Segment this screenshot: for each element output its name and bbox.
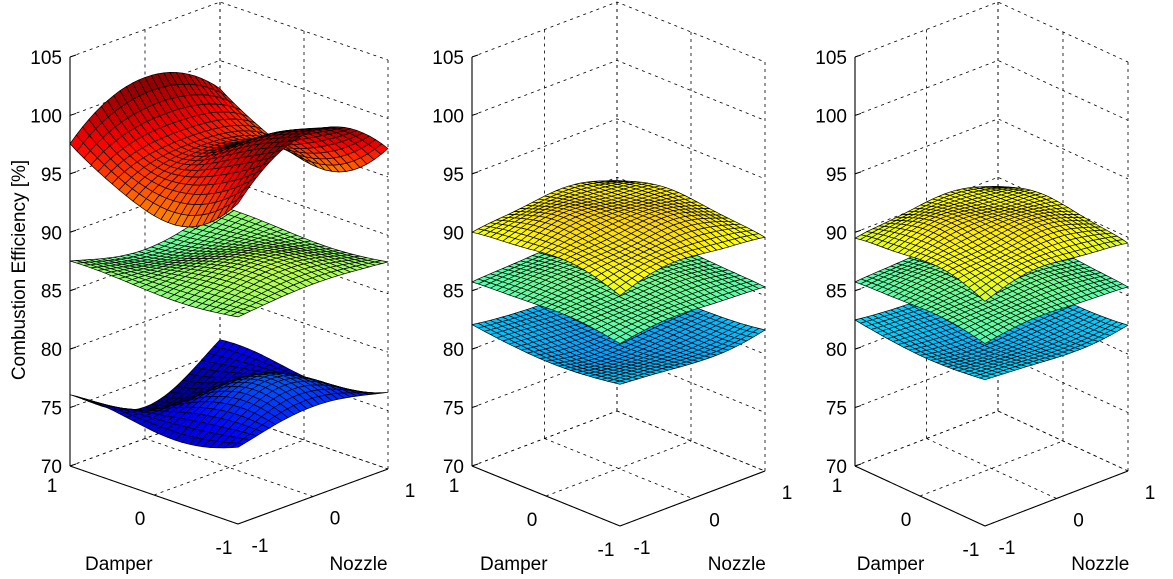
panel-1: 70 75 80 85 90 95 100 105 1 0 -1 -1 0 1 Damper Nozzle (30, 1, 416, 575)
z-tick-label: 95 (443, 165, 464, 186)
x-tick-label: -1 (963, 540, 980, 561)
y-tick-label: 1 (1145, 483, 1156, 504)
y-tick-label: -1 (999, 538, 1016, 559)
z-tick-label: 80 (826, 340, 847, 361)
nozzle-axis-label: Nozzle (708, 554, 766, 575)
z-tick-label: 80 (41, 340, 62, 361)
z-tick-label: 85 (41, 282, 62, 303)
z-tick-label: 95 (41, 165, 62, 186)
x-tick-label: 1 (832, 476, 843, 497)
z-tick-label: 95 (826, 165, 847, 186)
z-tick-label: 100 (432, 106, 464, 127)
z-tick-label: 85 (826, 282, 847, 303)
x-axis-label: Damper (480, 554, 548, 575)
z-tick-label: 70 (41, 457, 62, 478)
z-tick-label: 90 (443, 223, 464, 244)
z-tick-label: 105 (30, 48, 62, 69)
x-tick-label: 0 (901, 510, 912, 531)
x-tick-label: 0 (527, 510, 538, 531)
x-tick-label: 1 (449, 476, 460, 497)
z-tick-label: 80 (443, 340, 464, 361)
x-tick-label: -1 (216, 538, 233, 559)
panel-3: 70 75 80 85 90 95 100 105 1 0 -1 -1 0 1 Damper Nozzle (815, 1, 1156, 575)
z-tick-label: 70 (826, 457, 847, 478)
x-axis-label: Damper (857, 554, 925, 575)
x-tick-label: 1 (47, 476, 58, 497)
z-tick-label: 90 (41, 223, 62, 244)
nozzle-axis-label: Nozzle (329, 554, 387, 575)
surface-blue (69, 339, 389, 449)
y-tick-label: 1 (782, 483, 793, 504)
surface-green (69, 205, 389, 318)
x-tick-label: -1 (598, 540, 615, 561)
z-tick-label: 100 (30, 106, 62, 127)
z-tick-label: 100 (815, 106, 847, 127)
x-tick-label: 0 (135, 509, 146, 530)
y-tick-label: -1 (252, 536, 269, 557)
y-tick-label: 0 (1073, 511, 1084, 532)
z-tick-label: 70 (443, 457, 464, 478)
z-tick-label: 105 (432, 48, 464, 69)
z-tick-label: 75 (443, 399, 464, 420)
y-tick-label: 1 (405, 481, 416, 502)
z-tick-label: 75 (41, 399, 62, 420)
axis-lines (69, 54, 389, 525)
z-tick-label: 85 (443, 282, 464, 303)
y-tick-label: 0 (330, 509, 341, 530)
panel-2: 70 75 80 85 90 95 100 105 1 0 -1 -1 0 1 Damper Nozzle (432, 1, 793, 575)
surface-face (230, 442, 245, 449)
x-axis-label: Damper (85, 554, 153, 575)
nozzle-axis-label: Nozzle (1071, 554, 1129, 575)
z-tick-label: 90 (826, 223, 847, 244)
y-tick-label: 0 (709, 511, 720, 532)
z-tick-label: 105 (815, 48, 847, 69)
y-tick-label: -1 (634, 538, 651, 559)
surface-red-orange (69, 72, 389, 228)
z-tick-label: 75 (826, 399, 847, 420)
